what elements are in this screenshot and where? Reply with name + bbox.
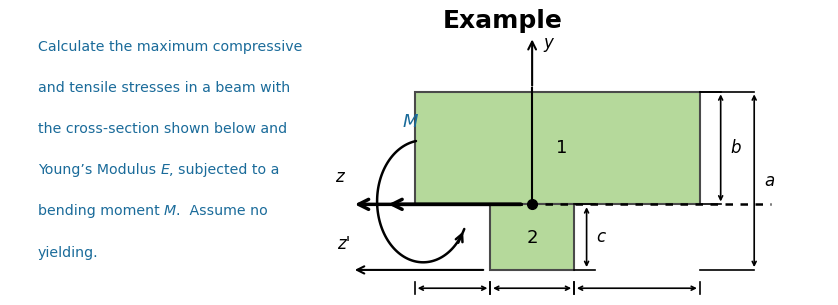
Text: .  Assume no: . Assume no — [176, 204, 268, 218]
Text: yielding.: yielding. — [38, 246, 98, 260]
Text: and tensile stresses in a beam with: and tensile stresses in a beam with — [38, 81, 290, 95]
Text: Example: Example — [442, 9, 563, 33]
Text: the cross-section shown below and: the cross-section shown below and — [38, 122, 287, 136]
Text: a: a — [764, 172, 774, 190]
Text: M: M — [164, 204, 176, 218]
Text: b: b — [731, 139, 742, 157]
Text: Young’s Modulus: Young’s Modulus — [38, 163, 160, 177]
Text: 1: 1 — [556, 139, 567, 157]
Text: E: E — [160, 163, 169, 177]
Text: c: c — [597, 228, 606, 246]
Text: z': z' — [337, 235, 350, 253]
Text: y: y — [543, 34, 553, 52]
Text: , subjected to a: , subjected to a — [169, 163, 280, 177]
Text: z: z — [335, 168, 344, 186]
Text: 2: 2 — [526, 229, 538, 247]
Text: Calculate the maximum compressive: Calculate the maximum compressive — [38, 40, 302, 54]
Text: M: M — [403, 113, 418, 131]
Bar — [415, 92, 700, 204]
Bar — [490, 204, 574, 270]
Text: bending moment: bending moment — [38, 204, 164, 218]
